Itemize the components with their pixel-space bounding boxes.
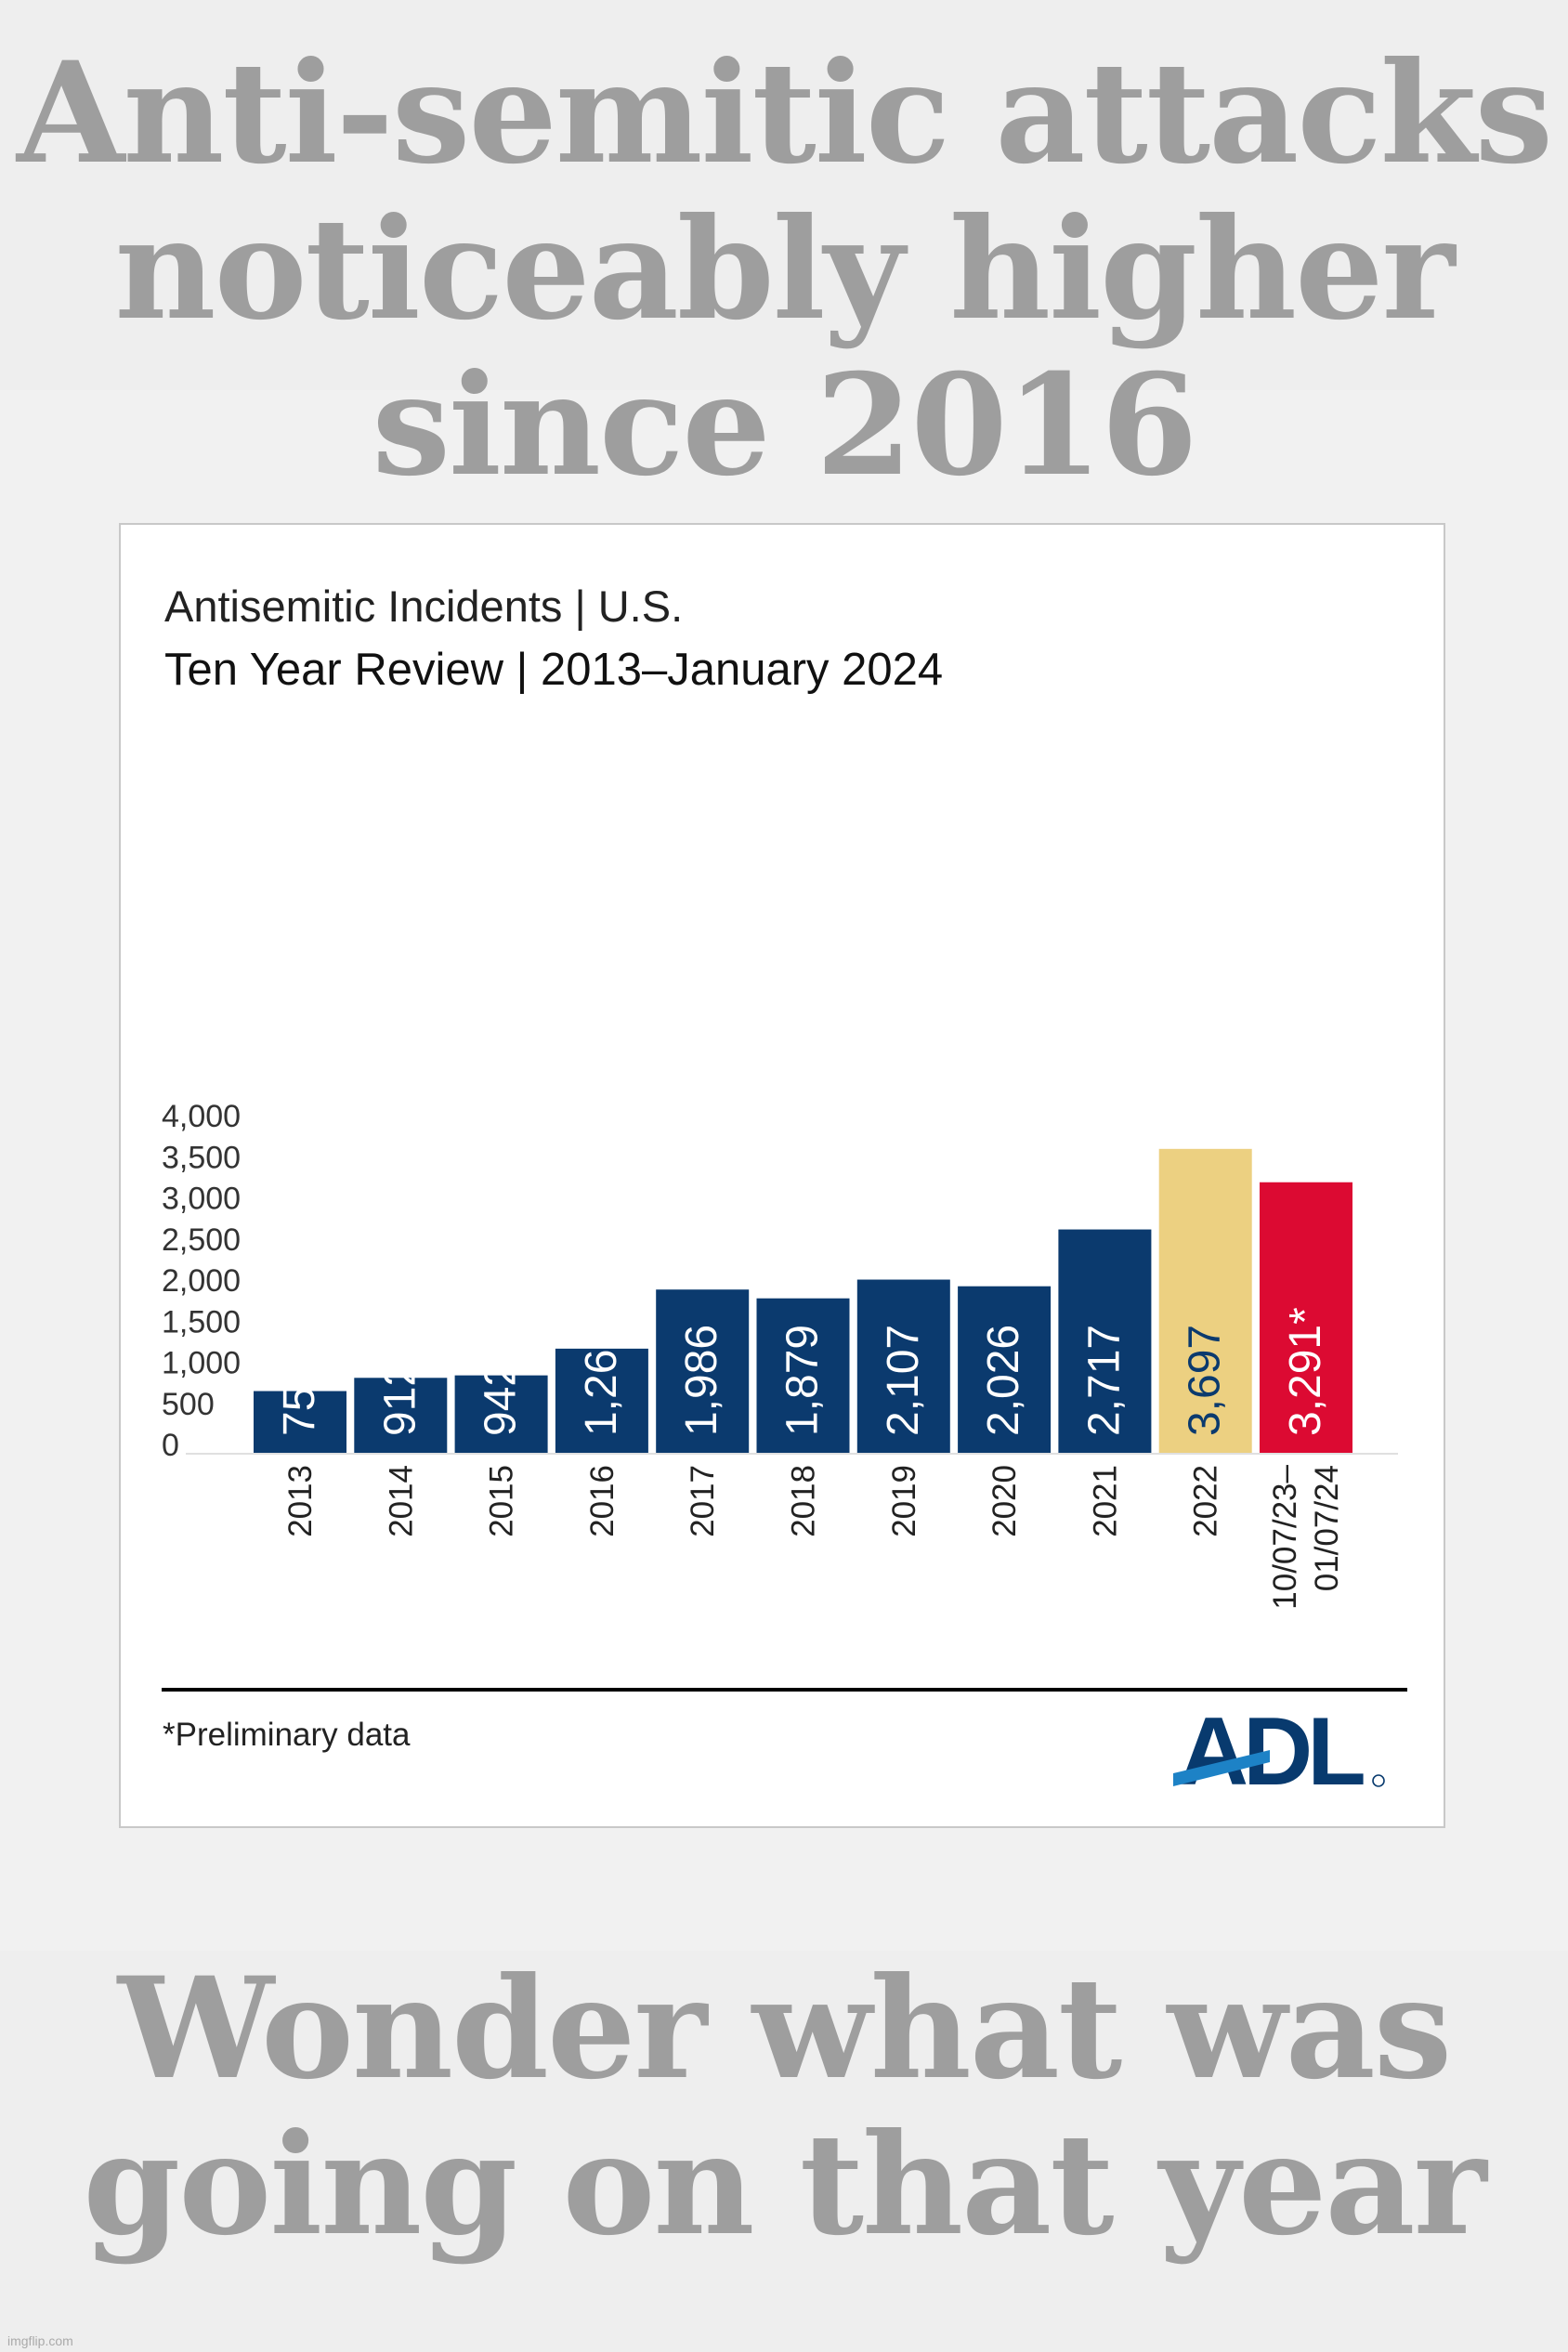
x-tick-label: 2022 bbox=[1188, 1465, 1224, 1537]
bar-value-label: 1,267 bbox=[577, 1325, 626, 1436]
chart-subtitle: Ten Year Review | 2013–January 2024 bbox=[164, 645, 944, 695]
y-tick-label: 4,000 bbox=[162, 1099, 241, 1134]
adl-logo-swoosh bbox=[1173, 1750, 1270, 1786]
bottom-caption-line: Wonder what was bbox=[117, 1947, 1453, 2110]
bar-value-label: 1,986 bbox=[677, 1325, 726, 1436]
adl-logo: ADL bbox=[1173, 1706, 1385, 1796]
y-tick-label: 500 bbox=[162, 1387, 215, 1422]
bar bbox=[1058, 1229, 1152, 1453]
bar-value-label: 2,026 bbox=[979, 1325, 1028, 1436]
bottom-caption-background bbox=[0, 1951, 1568, 2352]
footnote: *Preliminary data bbox=[163, 1717, 411, 1753]
top-caption: Anti-semitic attacks noticeably higher s… bbox=[0, 35, 1568, 503]
top-caption-line: since 2016 bbox=[372, 344, 1198, 507]
x-tick-label: 2016 bbox=[584, 1465, 621, 1537]
y-tick-label: 1,000 bbox=[162, 1346, 241, 1381]
watermark: imgflip.com bbox=[7, 2333, 73, 2348]
y-tick-label: 0 bbox=[162, 1428, 179, 1463]
y-tick-label: 3,000 bbox=[162, 1182, 241, 1217]
bar bbox=[555, 1348, 648, 1453]
y-tick-label: 2,000 bbox=[162, 1263, 241, 1299]
bar bbox=[856, 1279, 950, 1453]
bar bbox=[756, 1298, 850, 1453]
bar bbox=[656, 1289, 750, 1453]
bar bbox=[1260, 1182, 1352, 1453]
bar-value-label: 1,879 bbox=[778, 1325, 828, 1436]
bar-value-label: 751 bbox=[275, 1362, 324, 1436]
y-tick-label: 1,500 bbox=[162, 1304, 241, 1339]
x-tick-label: 10/07/23– bbox=[1267, 1464, 1303, 1609]
registered-mark-icon bbox=[1372, 1774, 1385, 1787]
adl-logo-text: ADL bbox=[1179, 1706, 1364, 1796]
bar-value-label: 2,107 bbox=[879, 1325, 928, 1436]
x-tick-label: 2020 bbox=[987, 1465, 1023, 1537]
top-caption-line: Anti-semitic attacks bbox=[16, 32, 1553, 195]
chart-title: Antisemitic Incidents | U.S. bbox=[164, 581, 684, 631]
bar-value-label: 942 bbox=[477, 1362, 526, 1436]
bottom-caption: Wonder what was going on that year bbox=[0, 1951, 1568, 2263]
bar-chart: 0 500 1,000 1,500 2,000 2,500 3,000 3,500 4,000 7… bbox=[162, 1099, 1407, 1692]
x-tick-label: 2017 bbox=[685, 1465, 721, 1537]
x-tick-label: 2013 bbox=[282, 1465, 319, 1537]
bar bbox=[1158, 1148, 1252, 1453]
x-tick-label: 01/07/24 bbox=[1309, 1465, 1345, 1591]
bar bbox=[354, 1378, 448, 1453]
x-tick-label: 2019 bbox=[886, 1465, 922, 1537]
bar-value-label: 3,291* bbox=[1281, 1307, 1330, 1436]
top-caption-line: noticeably higher bbox=[114, 188, 1455, 351]
x-tick-label: 2015 bbox=[484, 1465, 520, 1537]
bottom-caption-line: going on that year bbox=[83, 2103, 1486, 2267]
y-tick-label: 2,500 bbox=[162, 1222, 241, 1258]
y-tick-label: 3,500 bbox=[162, 1140, 241, 1175]
bar bbox=[454, 1375, 548, 1453]
bar-value-label: 3,697 bbox=[1181, 1325, 1230, 1436]
bar-value-label: 912 bbox=[375, 1362, 425, 1436]
top-caption-background bbox=[0, 0, 1568, 390]
x-tick-label: 2018 bbox=[786, 1465, 822, 1537]
bar bbox=[958, 1286, 1052, 1453]
x-tick-label: 2021 bbox=[1087, 1465, 1123, 1537]
x-tick-label: 2014 bbox=[383, 1465, 419, 1537]
bar bbox=[254, 1391, 346, 1453]
chart-card: Antisemitic Incidents | U.S. Ten Year Re… bbox=[119, 523, 1445, 1828]
bar-value-label: 2,717 bbox=[1079, 1325, 1129, 1436]
